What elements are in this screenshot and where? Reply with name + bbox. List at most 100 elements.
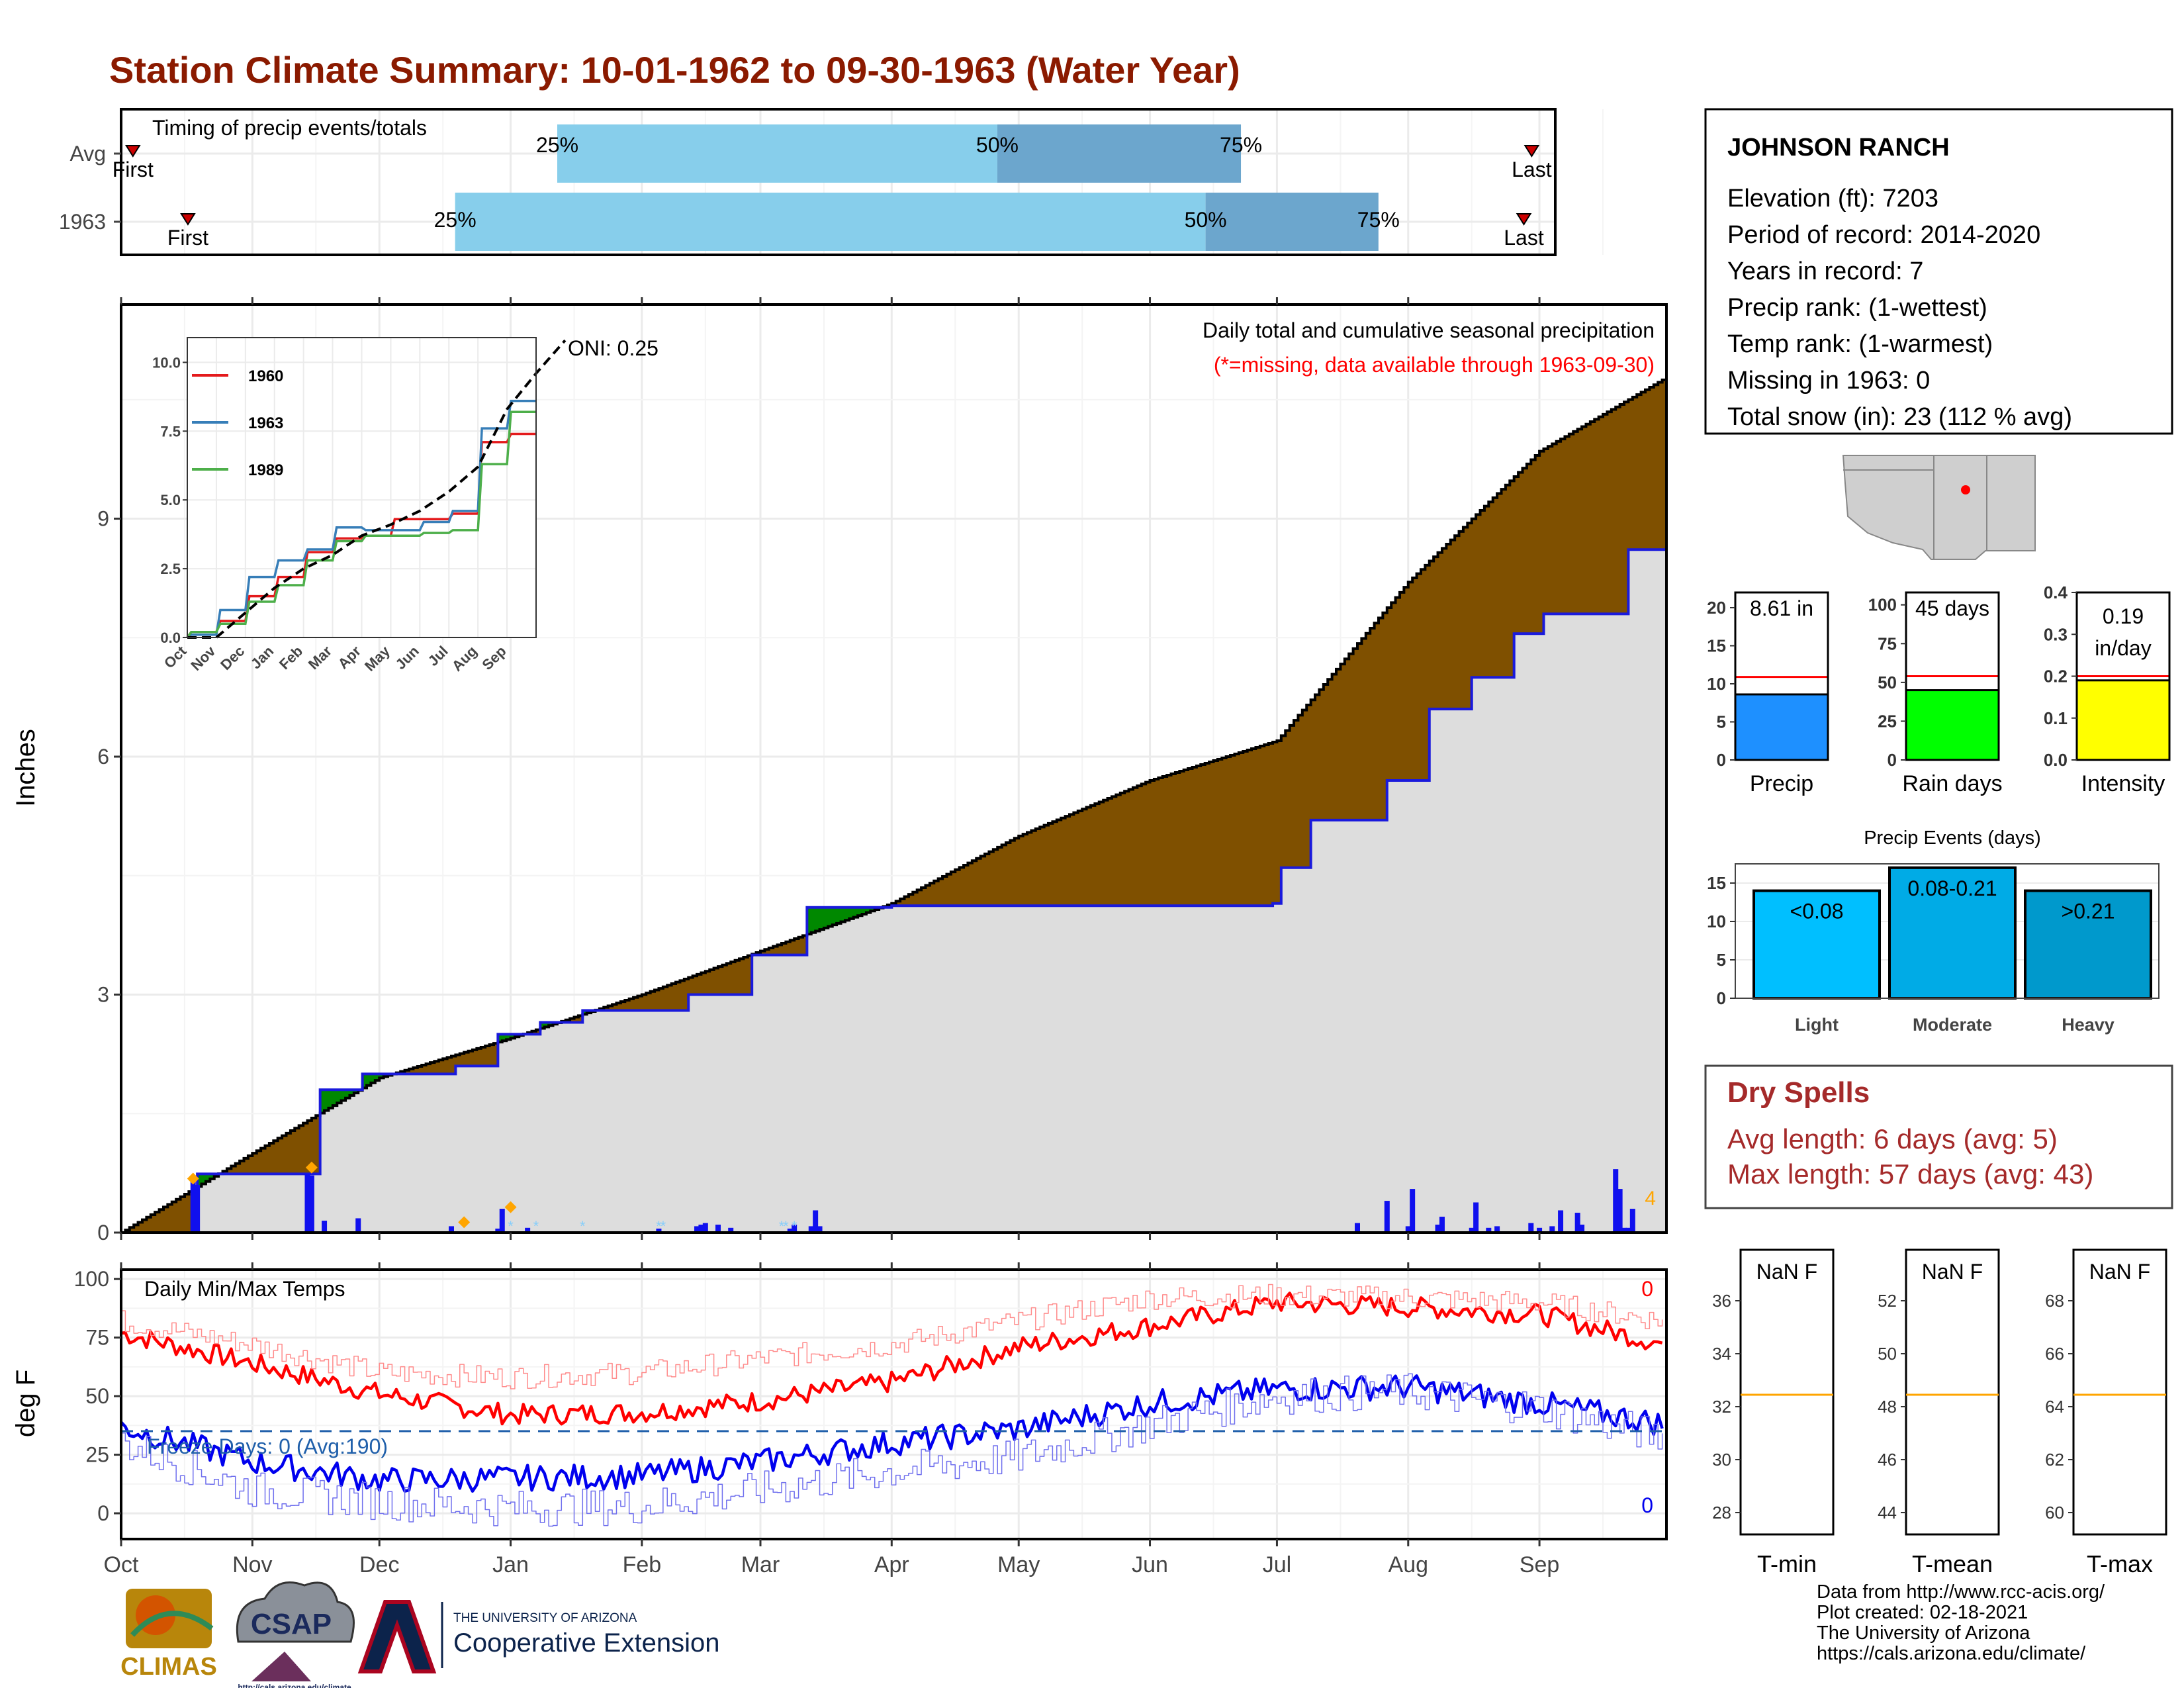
timing-q25-label: 25%	[536, 133, 578, 157]
temp-series-line	[120, 1291, 1663, 1426]
mini-bar-value	[2075, 679, 2171, 761]
mini-bar-y-tick-label: 0.4	[2044, 583, 2068, 602]
dry-spells-title: Dry Spells	[1727, 1076, 1870, 1109]
snow-marker-star: *	[792, 1218, 797, 1235]
snow-marker-diamond	[305, 1161, 318, 1174]
footer-line: https://cals.arizona.edu/climate/	[1817, 1643, 2086, 1664]
mini-bar-y-tick-label: 0.1	[2044, 708, 2068, 728]
timing-q75-label: 75%	[1357, 208, 1400, 232]
snow-marker-star: *	[508, 1218, 514, 1235]
daily-precip-bar	[813, 1210, 819, 1233]
precip-y-tick-label: 3	[97, 983, 109, 1007]
inset-x-tick-label: Nov	[187, 642, 219, 674]
temp-x-tick-label: Jun	[1132, 1552, 1168, 1577]
temp-box-y-tick-label: 44	[1878, 1503, 1897, 1523]
temp-box-y-tick-label: 30	[1712, 1450, 1731, 1470]
inset-x-tick-label: Sep	[478, 643, 509, 673]
csap-logo-url: http://cals.arizona.edu/climate	[238, 1683, 351, 1688]
oni-label: ONI: 0.25	[568, 336, 659, 360]
daily-precip-bar	[698, 1225, 704, 1233]
timing-bar-q25-q50	[557, 124, 997, 183]
mini-bar-y-tick-label: 20	[1707, 598, 1726, 618]
precip-legend-line2: (*=missing, data available through 1963-…	[1214, 353, 1655, 377]
timing-q25-label: 25%	[434, 208, 477, 232]
climas-logo: CLIMAS	[120, 1589, 217, 1681]
temp-box-y-tick-label: 46	[1878, 1450, 1897, 1470]
inset-frame	[187, 337, 537, 638]
snow-marker-star: *	[783, 1218, 789, 1235]
inset-x-tick-label: Apr	[335, 643, 365, 673]
temp-x-tick-label: Jan	[492, 1552, 529, 1577]
daily-precip-bar	[792, 1225, 797, 1233]
temp-box-y-tick-label: 60	[2045, 1503, 2064, 1523]
daily-precip-bar	[715, 1225, 721, 1233]
daily-precip-bars	[190, 1169, 1635, 1233]
temp-y-tick-label: 100	[74, 1267, 109, 1291]
inset-average-line	[187, 339, 567, 639]
footer-line: The University of Arizona	[1817, 1622, 2030, 1644]
daily-precip-bar	[1549, 1226, 1555, 1233]
inset-x-tick-label: Jun	[392, 643, 422, 673]
cumulative-1963-line	[121, 548, 1666, 1234]
ua-logo-line2: Cooperative Extension	[453, 1628, 719, 1658]
temp-y-tick-label: 50	[85, 1384, 109, 1408]
station-snow: Total snow (in): 23 (112 % avg)	[1727, 403, 2072, 431]
csap-logo-mountain	[251, 1652, 311, 1681]
timing-bar-q25-q50	[455, 193, 1206, 251]
ua-logo-line1: THE UNIVERSITY OF ARIZONA	[453, 1611, 637, 1625]
daily-precip-bar	[355, 1218, 361, 1233]
mini-bar-y-tick-label: 0.3	[2044, 624, 2068, 644]
figure-title: Station Climate Summary: 10-01-1962 to 0…	[109, 49, 1240, 91]
daily-precip-bar	[1613, 1169, 1619, 1233]
timing-bar-q50-q75	[1205, 193, 1379, 251]
inset-y-tick-label: 0.0	[160, 630, 181, 646]
snow-marker-diamond	[187, 1172, 199, 1185]
temp-box-y-tick-label: 62	[2045, 1450, 2064, 1470]
temp-x-tick-label: Jul	[1263, 1552, 1291, 1577]
precip-y-tick-label: 0	[97, 1221, 109, 1244]
cumulative-1963-area	[121, 549, 1666, 1233]
freeze-days-label: Freeze Days: 0 (Avg:190)	[147, 1434, 388, 1458]
temp-boxes: NaN F 28 30 32 34 36 T-min NaN F 44 46 48 50 52 T-mea…	[1712, 1248, 2167, 1577]
temp-box-y-tick-label: 28	[1712, 1503, 1731, 1523]
timing-last-label: Last	[1504, 226, 1544, 250]
daily-precip-bar	[525, 1227, 531, 1233]
events-bar-value-label: <0.08	[1790, 900, 1844, 923]
daily-precip-bar	[1486, 1227, 1492, 1233]
snow-marker-star: *	[779, 1218, 785, 1235]
daily-precip-bar	[702, 1223, 708, 1233]
precip-y-tick-label: 6	[97, 745, 109, 769]
ua-logo: THE UNIVERSITY OF ARIZONA Cooperative Ex…	[357, 1600, 719, 1673]
daily-precip-bar	[1405, 1226, 1411, 1233]
daily-precip-bar	[495, 1229, 501, 1233]
mini-bar-y-tick-label: 50	[1878, 673, 1897, 692]
inset-x-tick-label: Feb	[276, 643, 306, 673]
timing-first-marker	[180, 213, 196, 226]
timing-q50-label: 50%	[976, 133, 1019, 157]
inset-y-tick-label: 2.5	[160, 561, 181, 577]
mini-bar-frame	[1734, 591, 1829, 761]
daily-precip-bar	[308, 1175, 314, 1233]
mini-bar-y-tick-label: 15	[1707, 636, 1726, 656]
snow-marker-star: *	[533, 1218, 539, 1235]
mini-bar-y-tick-label: 100	[1868, 595, 1897, 615]
temp-box-value: NaN F	[1756, 1260, 1817, 1284]
mini-bar-label: Precip	[1750, 771, 1813, 796]
temp-box-y-tick-label: 34	[1712, 1344, 1731, 1364]
daily-precip-bar	[1355, 1223, 1360, 1233]
timing-first-marker	[125, 145, 141, 158]
daily-precip-bar	[1621, 1227, 1627, 1233]
daily-precip-bar	[1528, 1223, 1534, 1233]
mini-bar-label: Intensity	[2081, 771, 2165, 796]
temp-box-y-tick-label: 68	[2045, 1291, 2064, 1311]
timing-first-label: First	[113, 158, 154, 181]
events-bar-value-label: >0.21	[2062, 900, 2115, 923]
station-period: Period of record: 2014-2020	[1727, 221, 2040, 249]
temp-x-tick-label: Aug	[1388, 1552, 1429, 1577]
inset-x-tick-label: Mar	[305, 643, 336, 673]
daily-precip-bar	[1469, 1227, 1475, 1233]
mini-bar-value-unit: in/day	[2095, 636, 2151, 660]
min-count-label: 0	[1641, 1493, 1653, 1517]
station-temp-rank: Temp rank: (1-warmest)	[1727, 330, 1993, 358]
